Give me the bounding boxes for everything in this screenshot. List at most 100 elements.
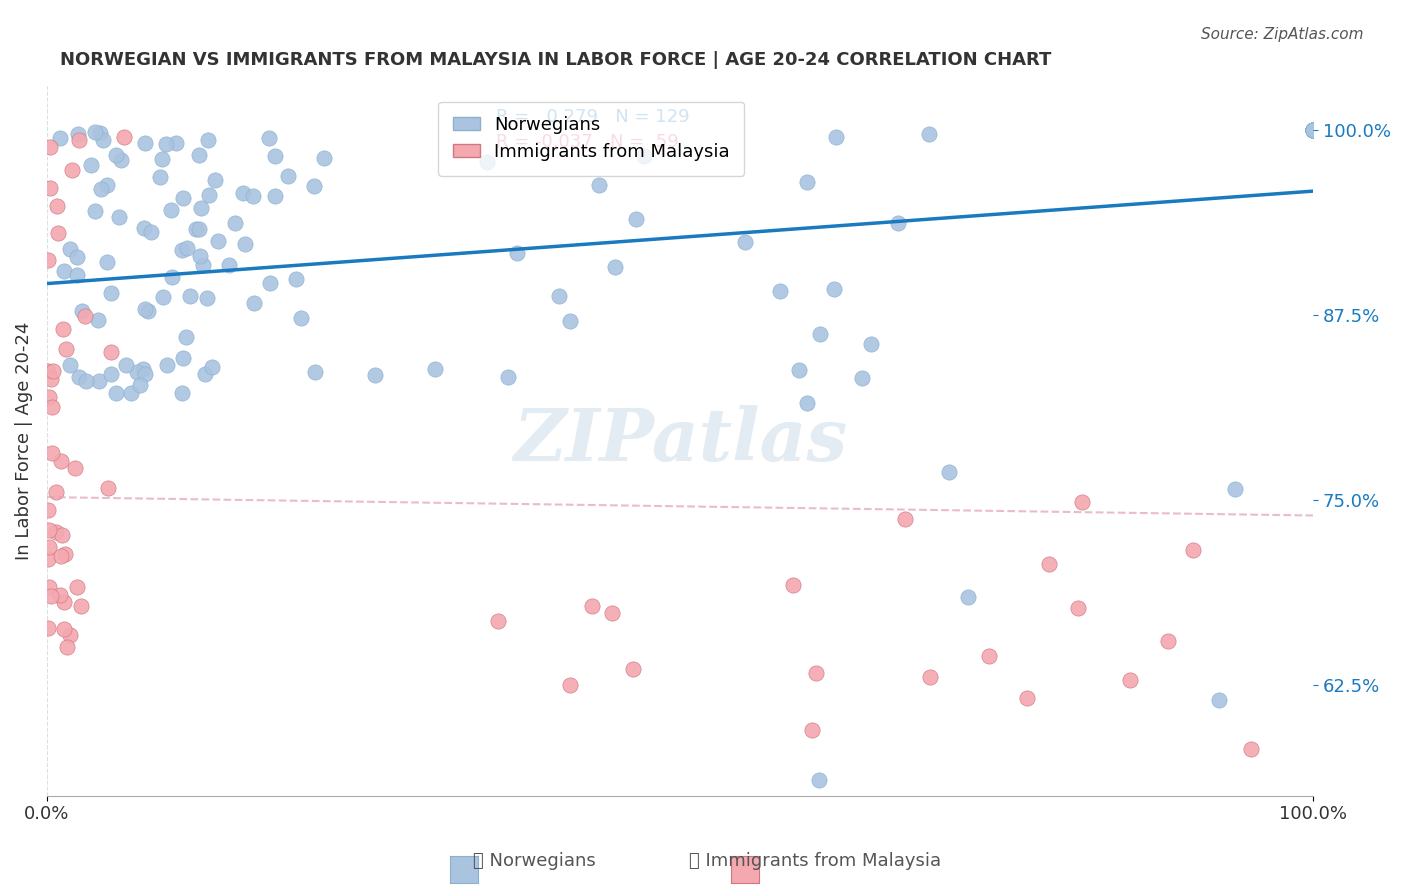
Point (1302, 123, 1324, 137)
Point (38, 390, 60, 404)
Point (1302, 123, 1324, 137)
Point (127, 365, 149, 379)
Point (1302, 123, 1324, 137)
Point (165, 136, 187, 151)
Point (588, 178, 610, 192)
Point (1302, 123, 1324, 137)
Point (823, 282, 845, 296)
Point (104, 386, 127, 401)
Point (37, 621, 59, 635)
Point (38, 540, 60, 554)
Point (1302, 123, 1324, 137)
Point (860, 336, 883, 351)
Point (1302, 123, 1324, 137)
Point (100, 367, 122, 381)
Point (257, 131, 280, 145)
Point (108, 210, 131, 224)
Point (1302, 123, 1324, 137)
Point (201, 359, 224, 374)
Point (363, 368, 385, 382)
Point (1302, 123, 1324, 137)
Point (156, 358, 179, 372)
Point (69, 599, 91, 614)
Point (1302, 123, 1324, 137)
Point (190, 201, 212, 215)
Point (191, 258, 214, 272)
Point (86, 313, 108, 327)
Point (1302, 123, 1324, 137)
Point (41, 400, 63, 414)
Point (112, 130, 135, 145)
Point (633, 149, 655, 163)
Point (80, 158, 103, 172)
Point (51, 454, 73, 468)
Point (218, 258, 240, 272)
Point (59, 242, 82, 256)
Point (45, 485, 67, 500)
Point (160, 202, 183, 217)
Point (60, 162, 83, 177)
Point (155, 136, 177, 151)
Point (277, 169, 299, 183)
Point (769, 284, 792, 298)
Point (89, 127, 111, 141)
Point (887, 216, 910, 230)
Point (37, 252, 59, 267)
Point (800, 723, 823, 738)
Point (83, 203, 105, 218)
Point (170, 243, 193, 257)
Point (100, 285, 122, 300)
Point (259, 277, 281, 291)
Point (132, 361, 155, 376)
Point (39, 589, 62, 603)
Point (149, 170, 172, 185)
Y-axis label: In Labor Force | Age 20-24: In Labor Force | Age 20-24 (15, 321, 32, 560)
Point (38, 181, 60, 195)
Point (66, 250, 89, 264)
Point (73, 310, 96, 324)
Point (1223, 482, 1246, 496)
Point (1302, 123, 1324, 137)
Point (475, 155, 498, 169)
Point (188, 222, 211, 236)
Point (498, 369, 520, 384)
Point (134, 221, 156, 235)
Point (198, 188, 221, 202)
Point (51, 528, 73, 542)
Point (1302, 123, 1324, 137)
Point (37, 551, 59, 566)
Point (1302, 123, 1324, 137)
Point (1067, 600, 1090, 615)
Point (1157, 633, 1180, 648)
Point (782, 577, 804, 591)
Point (1240, 742, 1263, 756)
Point (97, 481, 120, 495)
Point (179, 289, 201, 303)
Point (91, 133, 114, 147)
Point (48, 588, 70, 602)
Point (87, 374, 110, 388)
Point (808, 327, 831, 342)
Point (38, 580, 60, 594)
Point (52, 622, 75, 636)
Point (263, 189, 285, 203)
Point (312, 151, 335, 165)
Point (66, 268, 89, 283)
Point (96, 178, 118, 193)
Point (207, 234, 229, 248)
Point (796, 396, 818, 410)
Point (150, 152, 173, 166)
Point (1017, 691, 1039, 706)
Point (938, 465, 960, 479)
Point (115, 358, 138, 372)
Point (548, 289, 571, 303)
Point (1302, 123, 1324, 137)
Point (110, 153, 132, 167)
Point (224, 216, 246, 230)
Point (66, 127, 89, 141)
Point (623, 662, 645, 676)
Point (1038, 557, 1060, 571)
Point (1119, 673, 1142, 688)
Point (1302, 123, 1324, 137)
Point (55, 640, 77, 654)
